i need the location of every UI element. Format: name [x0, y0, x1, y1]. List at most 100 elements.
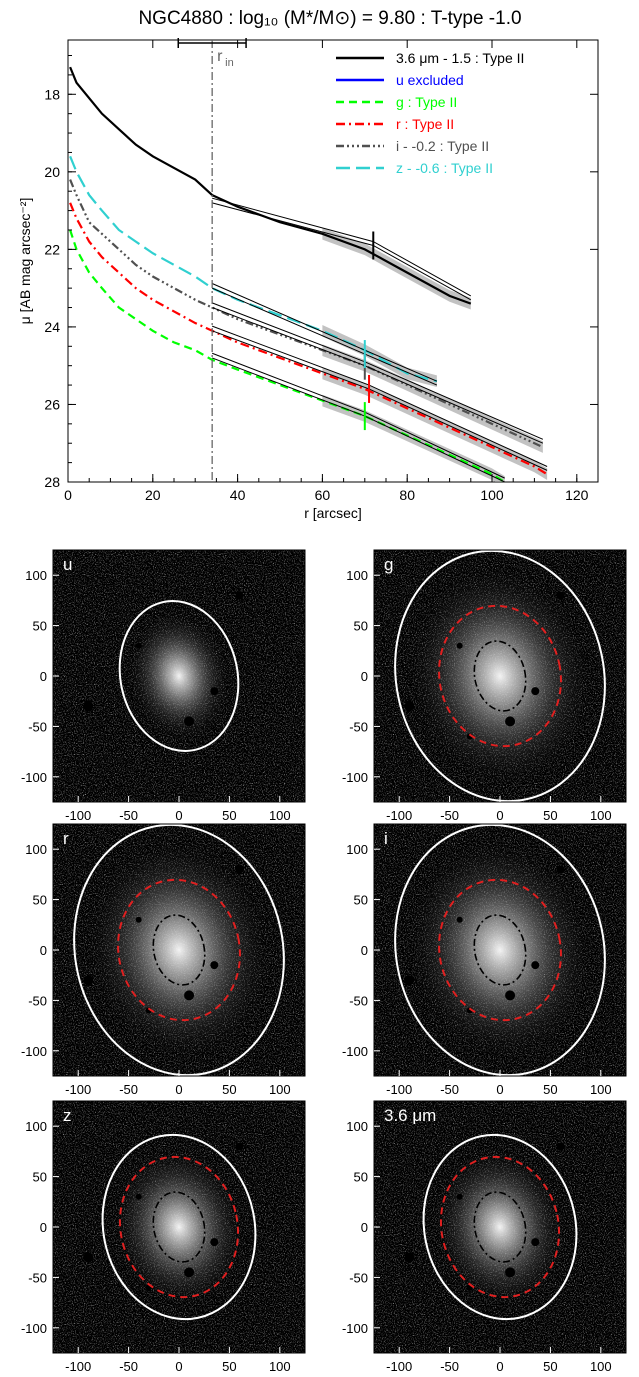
y-tick-label: 24 — [44, 319, 60, 335]
panel-y-tick-label: -100 — [21, 1321, 47, 1336]
y-tick-label: 26 — [44, 396, 60, 412]
panel-x-tick-label: 50 — [543, 1359, 557, 1374]
masked-source — [456, 642, 463, 649]
panel-x-tick-label: -50 — [119, 1359, 138, 1374]
panel-y-tick-label: 0 — [40, 943, 47, 958]
panel-x-tick-label: 100 — [269, 1359, 291, 1374]
chart-title: NGC4880 : log₁₀ (M*/M⊙) = 9.80 : T-type … — [138, 8, 521, 29]
panel-y-tick-label: -100 — [342, 770, 368, 785]
panel-y-tick-label: 0 — [40, 669, 47, 684]
panel-x-tick-label: 50 — [543, 808, 557, 823]
break-ellipse — [438, 878, 562, 1022]
galaxy-glow — [431, 1144, 569, 1310]
image-panel: 3.6 μm -100 100 -50 50 0 0 50 -50 100 -100 — [342, 1100, 627, 1374]
panel-y-tick-label: 100 — [25, 842, 47, 857]
legend-label: u excluded — [396, 72, 464, 88]
masked-source — [556, 591, 565, 600]
image-panel: z -100 100 -50 50 0 0 50 -50 100 -100 — [21, 1100, 306, 1374]
outer-ellipse — [101, 1133, 257, 1321]
legend-label: g : Type II — [396, 94, 457, 110]
profile-line — [69, 66, 472, 305]
panel-x-tick-label: 100 — [590, 808, 612, 823]
masked-source — [184, 1267, 195, 1278]
panel-y-tick-label: 50 — [33, 893, 47, 908]
y-tick-label: 18 — [44, 86, 60, 102]
panel-x-tick-label: 0 — [496, 1359, 503, 1374]
panel-x-tick-label: -100 — [65, 1082, 91, 1097]
y-tick-label: 20 — [44, 164, 60, 180]
r-in-label: r — [217, 48, 223, 65]
legend-label: z - -0.6 : Type II — [396, 160, 493, 176]
panel-x-tick-label: -100 — [386, 1082, 412, 1097]
panel-y-tick-label: 50 — [33, 619, 47, 634]
panel-y-tick-label: 50 — [354, 1170, 368, 1185]
profile-plot: NGC4880 : log₁₀ (M*/M⊙) = 9.80 : T-type … — [17, 8, 599, 521]
masked-source — [83, 1252, 94, 1263]
profile-axes: 0 20 40 60 80 100 120 18 20 22 24 26 28 — [44, 40, 599, 503]
masked-source — [531, 687, 540, 696]
panel-x-tick-label: -50 — [119, 808, 138, 823]
x-tick-label: 60 — [315, 487, 331, 503]
masked-source — [210, 1238, 219, 1247]
outer-ellipse — [422, 1133, 578, 1321]
panel-x-tick-label: 0 — [175, 808, 182, 823]
band-label: r — [63, 829, 69, 848]
plot-area — [69, 40, 548, 482]
panel-y-tick-label: 0 — [361, 943, 368, 958]
panel-x-tick-label: 100 — [590, 1359, 612, 1374]
panel-x-tick-label: -50 — [440, 808, 459, 823]
masked-source — [456, 916, 463, 923]
masked-source — [184, 716, 195, 727]
galaxy-glow — [405, 563, 595, 789]
profile-error-band — [322, 228, 471, 310]
masked-source — [556, 1142, 565, 1151]
image-panel: u -100 100 -50 50 0 0 50 -50 100 -100 — [21, 549, 306, 823]
panel-y-tick-label: 100 — [25, 568, 47, 583]
masked-source — [505, 1267, 516, 1278]
panel-y-tick-label: -50 — [28, 993, 47, 1008]
panel-x-tick-label: 0 — [175, 1082, 182, 1097]
panel-y-tick-label: -50 — [349, 719, 368, 734]
panel-y-tick-label: 50 — [33, 1170, 47, 1185]
panel-y-tick-label: -50 — [28, 719, 47, 734]
panel-y-tick-label: -100 — [21, 770, 47, 785]
inner-ellipse — [152, 914, 206, 986]
inner-ellipse — [473, 640, 527, 712]
panel-x-tick-label: -50 — [440, 1082, 459, 1097]
panel-y-tick-label: 100 — [346, 568, 368, 583]
panel-x-tick-label: 0 — [175, 1359, 182, 1374]
image-panel: g -100 100 -50 50 0 0 50 -50 100 -100 — [342, 549, 627, 823]
galaxy-glow — [84, 837, 274, 1063]
masked-source — [83, 975, 94, 986]
profile-error-band — [322, 344, 543, 453]
legend-label: i - -0.2 : Type II — [396, 138, 489, 154]
panel-x-tick-label: 100 — [269, 1082, 291, 1097]
outer-ellipse — [394, 549, 606, 803]
x-tick-label: 100 — [480, 487, 504, 503]
panel-x-tick-label: 50 — [222, 808, 236, 823]
profile-error-band — [322, 324, 437, 388]
masked-source — [135, 1193, 142, 1200]
masked-source — [184, 990, 195, 1001]
inner-ellipse — [473, 1191, 527, 1263]
band-label: g — [384, 555, 393, 574]
r-in-annotation: r in — [177, 38, 247, 69]
panel-y-tick-label: 100 — [25, 1119, 47, 1134]
panel-x-tick-label: -100 — [386, 808, 412, 823]
masked-source — [404, 1252, 415, 1263]
x-tick-label: 120 — [565, 487, 589, 503]
plot-clip — [69, 40, 548, 482]
panel-x-tick-label: -100 — [65, 1359, 91, 1374]
masked-source — [235, 591, 244, 600]
image-panels: u -100 100 -50 50 0 0 50 -50 100 -100 g -100 100 -50 50… — [21, 549, 627, 1374]
panel-y-tick-label: 0 — [361, 1220, 368, 1235]
masked-source — [531, 1238, 540, 1247]
panel-y-tick-label: 50 — [354, 893, 368, 908]
panel-x-tick-label: -50 — [119, 1082, 138, 1097]
masked-source — [210, 961, 219, 970]
y-axis-label: μ [AB mag arcsec⁻²] — [17, 198, 33, 325]
panel-y-tick-label: 0 — [40, 1220, 47, 1235]
panel-x-tick-label: 0 — [496, 1082, 503, 1097]
image-panel: i -100 100 -50 50 0 0 50 -50 100 -100 — [342, 823, 627, 1097]
